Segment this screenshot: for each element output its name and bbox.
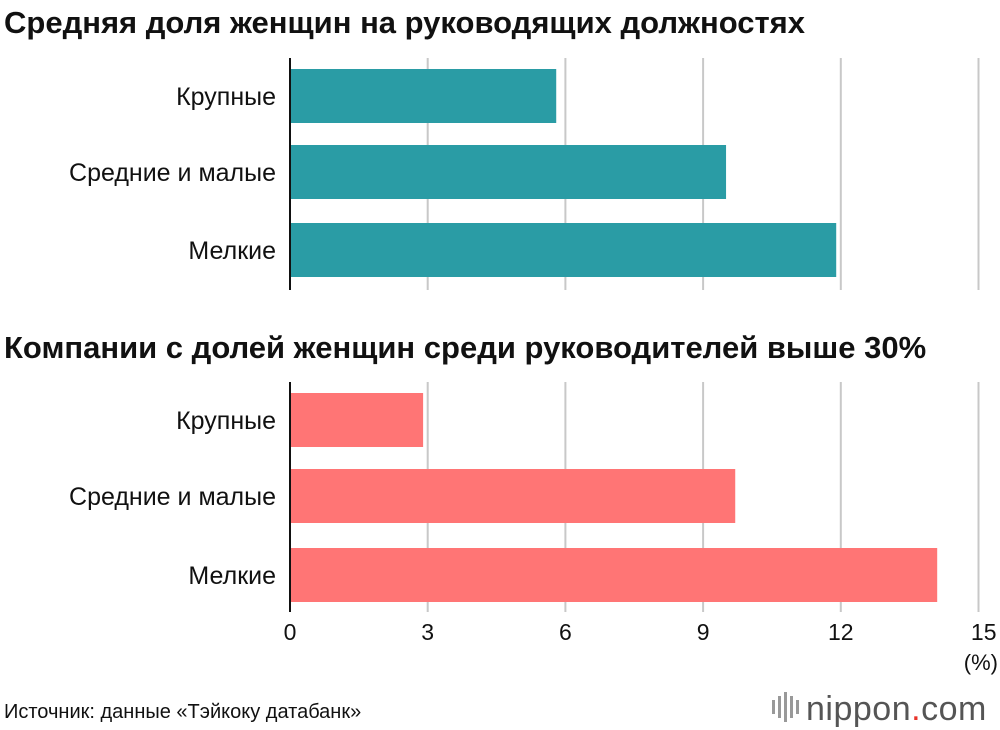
- source-note: Источник: данные «Тэйкоку датабанк»: [4, 701, 361, 723]
- chart-2-bar-2: [291, 469, 736, 523]
- chart-2-category-label-1: Крупные: [176, 407, 276, 435]
- chart-2-bar-1: [291, 393, 424, 447]
- x-tick-label-12: 12: [828, 619, 854, 645]
- chart-1-category-label-1: Крупные: [176, 83, 276, 111]
- chart-2-category-label-2: Средние и малые: [69, 483, 276, 511]
- x-tick-label-0: 0: [284, 619, 297, 645]
- nippon-logo-bars-icon: [772, 692, 799, 722]
- x-tick-label-6: 6: [559, 619, 572, 645]
- chart-1-title: Средняя доля женщин на руководящих должн…: [4, 5, 806, 40]
- x-tick-label-9: 9: [697, 619, 710, 645]
- x-tick-label-3: 3: [421, 619, 434, 645]
- chart-1-bar-2: [291, 145, 727, 199]
- chart-1-category-label-2: Средние и малые: [69, 159, 276, 187]
- x-axis-unit-label: (%): [964, 650, 998, 675]
- logo-name: nippon: [806, 690, 911, 728]
- logo-dot: .: [911, 690, 921, 728]
- x-tick-label-15: 15: [971, 619, 997, 645]
- nippon-logo: nippon.com: [772, 690, 987, 728]
- logo-tld: com: [921, 690, 987, 728]
- nippon-logo-text: nippon.com: [806, 690, 987, 728]
- chart-2-category-label-3: Мелкие: [188, 562, 276, 590]
- chart-1-bar-1: [291, 69, 557, 123]
- chart-1-category-label-3: Мелкие: [188, 237, 276, 265]
- chart-2-bar-3: [291, 548, 938, 602]
- chart-1-bar-3: [291, 223, 837, 277]
- chart-2-title: Компании с долей женщин среди руководите…: [4, 330, 926, 365]
